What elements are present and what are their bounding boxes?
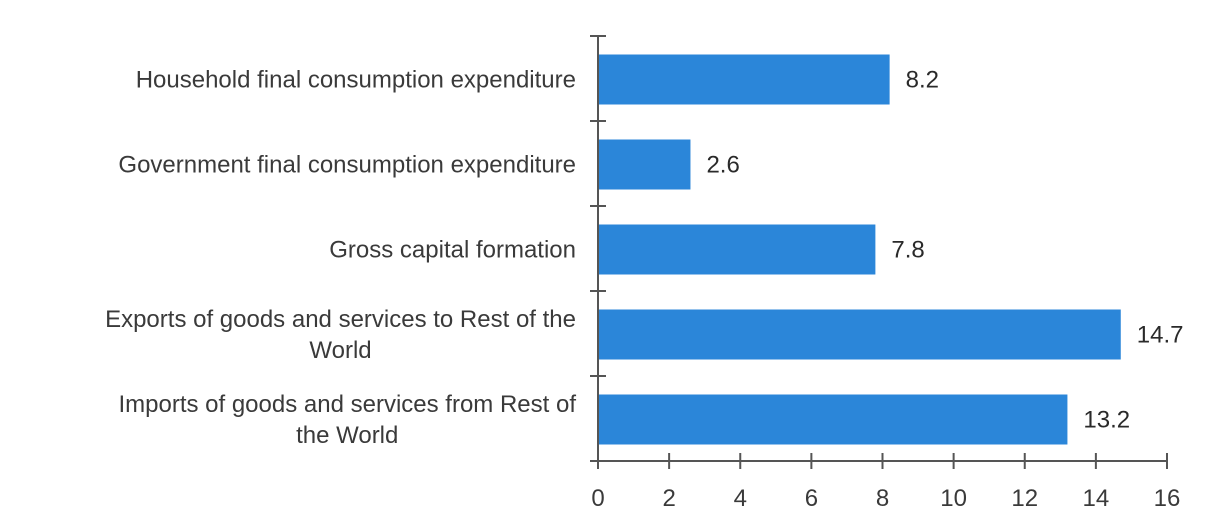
category-label-2: Government final consumption expenditure xyxy=(118,152,576,179)
category-label-4-line-2: World xyxy=(309,337,371,364)
bar-2 xyxy=(598,139,691,190)
data-label-3: 7.8 xyxy=(891,237,924,264)
labels: 8.2 Household final consumption expenditu… xyxy=(105,67,1183,513)
x-tick-label-6: 6 xyxy=(805,485,818,512)
x-tick-label-4: 4 xyxy=(734,485,747,512)
x-tick-label-16: 16 xyxy=(1154,485,1181,512)
data-label-4: 14.7 xyxy=(1137,322,1184,349)
data-label-5: 13.2 xyxy=(1083,407,1130,434)
bars xyxy=(598,54,1121,445)
x-tick-label-2: 2 xyxy=(662,485,675,512)
bar-4 xyxy=(598,309,1121,360)
category-label-4-line-1: Exports of goods and services to Rest of… xyxy=(105,306,576,333)
bar-1 xyxy=(598,54,890,105)
x-tick-label-14: 14 xyxy=(1083,485,1110,512)
category-label-3: Gross capital formation xyxy=(329,237,576,264)
data-label-2: 2.6 xyxy=(706,152,739,179)
x-tick-label-0: 0 xyxy=(591,485,604,512)
x-tick-label-8: 8 xyxy=(876,485,889,512)
category-label-1: Household final consumption expenditure xyxy=(136,67,576,94)
category-label-5-line-1: Imports of goods and services from Rest … xyxy=(118,391,576,418)
data-label-1: 8.2 xyxy=(906,67,939,94)
x-tick-label-12: 12 xyxy=(1011,485,1038,512)
axes xyxy=(590,35,1168,469)
x-tick-label-10: 10 xyxy=(940,485,967,512)
bar-5 xyxy=(598,394,1068,445)
category-label-5-line-2: the World xyxy=(296,422,398,449)
bar-3 xyxy=(598,224,876,275)
